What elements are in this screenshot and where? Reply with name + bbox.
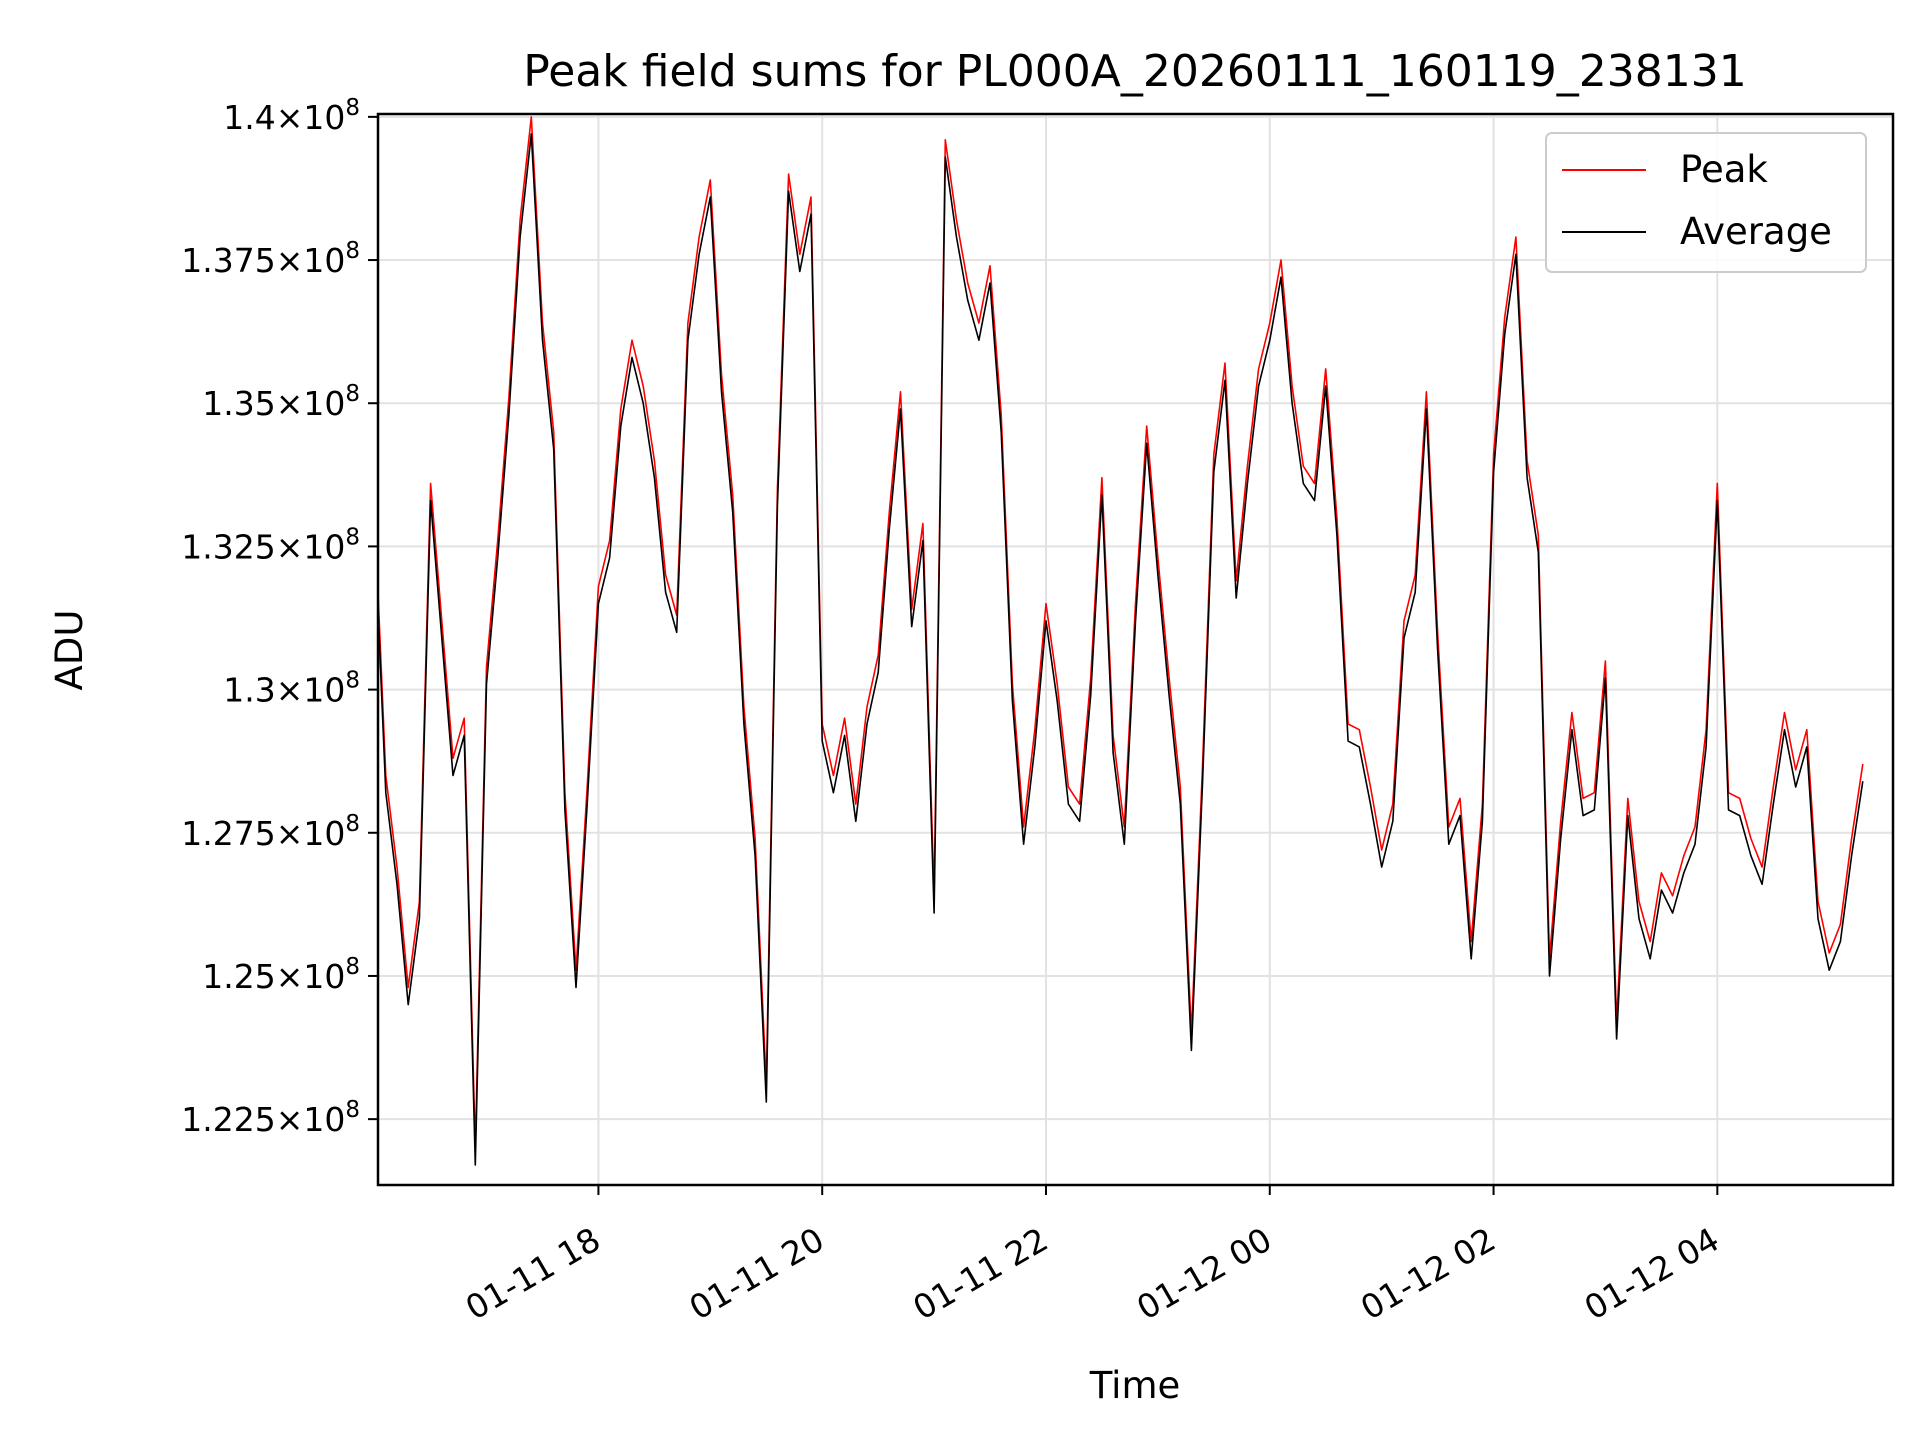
series-lines [377,116,1864,1166]
grid [378,114,1893,1185]
x-tick-label: 01-11 20 [683,1220,831,1328]
y-axis-label: ADU [48,610,91,691]
legend: Peak Average [1545,132,1867,273]
x-axis-label: Time [1089,1364,1181,1407]
legend-box [1545,132,1867,273]
x-tick-label: 01-12 02 [1354,1220,1502,1328]
x-tick-label: 01-11 18 [459,1220,607,1328]
series-line-average [377,133,1864,1166]
y-tick-label: 1.275×108 [181,811,360,853]
y-tick-label: 1.225×108 [181,1097,360,1139]
legend-peak-label: Peak [1680,148,1768,191]
plot-frame [376,112,1895,1187]
y-tick-label: 1.35×108 [202,381,360,423]
y-tick-label: 1.3×108 [223,668,360,710]
legend-average-label: Average [1680,210,1832,253]
y-axis-ticks: 1.225×108 1.25×108 1.275×108 1.3×108 1.325×1… [181,95,378,1139]
y-tick-label: 1.4×108 [223,95,360,137]
y-tick-label: 1.325×108 [181,524,360,566]
chart-title: Peak field sums for PL000A_20260111_1601… [523,46,1746,97]
y-tick-label: 1.375×108 [181,238,360,280]
x-tick-label: 01-12 04 [1578,1220,1726,1328]
x-tick-label: 01-12 00 [1130,1220,1278,1328]
x-tick-label: 01-11 22 [906,1220,1054,1328]
y-tick-label: 1.25×108 [202,954,360,996]
x-axis-ticks: 01-11 18 01-11 20 01-11 22 01-12 00 01-12 02… [459,1185,1726,1328]
